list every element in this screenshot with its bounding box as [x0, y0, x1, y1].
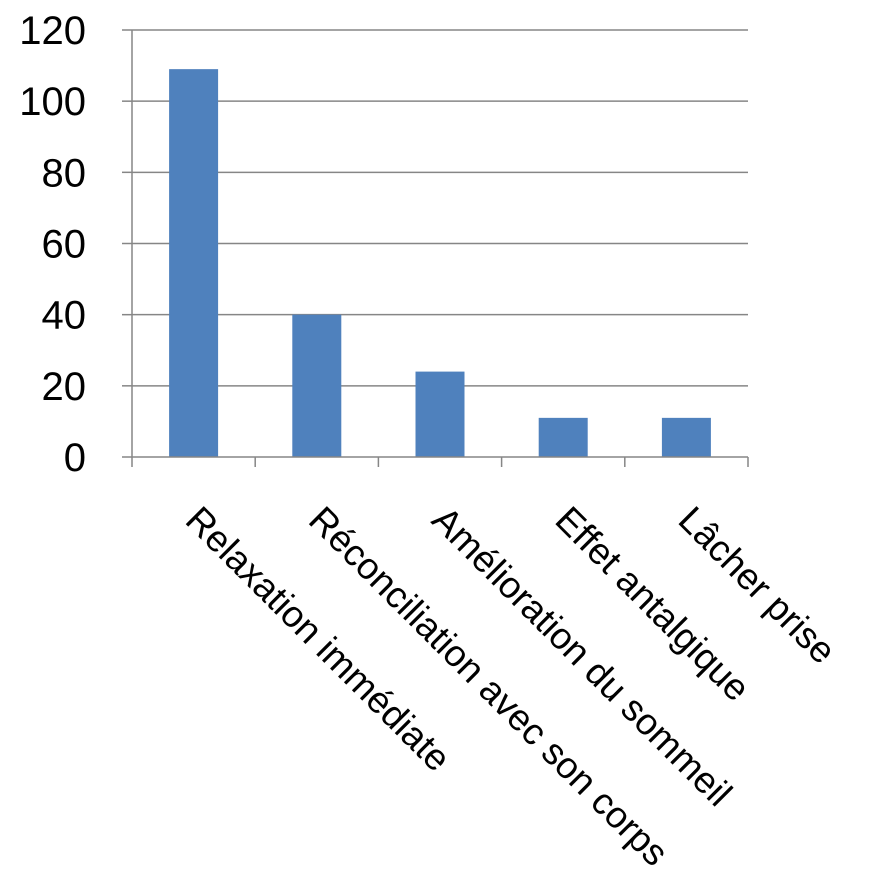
- y-tick-label: 60: [42, 223, 87, 267]
- y-tick-label: 80: [42, 151, 87, 195]
- y-tick-label: 20: [42, 365, 87, 409]
- y-tick-label: 40: [42, 294, 87, 338]
- bar: [169, 69, 219, 458]
- axes: [122, 29, 749, 467]
- bar: [415, 371, 465, 457]
- y-tick-label: 120: [19, 9, 86, 53]
- bar: [538, 417, 588, 457]
- gridlines: [132, 29, 748, 387]
- y-tick-label: 100: [19, 80, 86, 124]
- y-tick-labels: 0 20 40 60 80 100 120: [19, 9, 86, 480]
- bars: [169, 69, 711, 458]
- bar: [661, 417, 711, 457]
- y-tick-label: 0: [64, 436, 86, 480]
- bar: [292, 314, 342, 457]
